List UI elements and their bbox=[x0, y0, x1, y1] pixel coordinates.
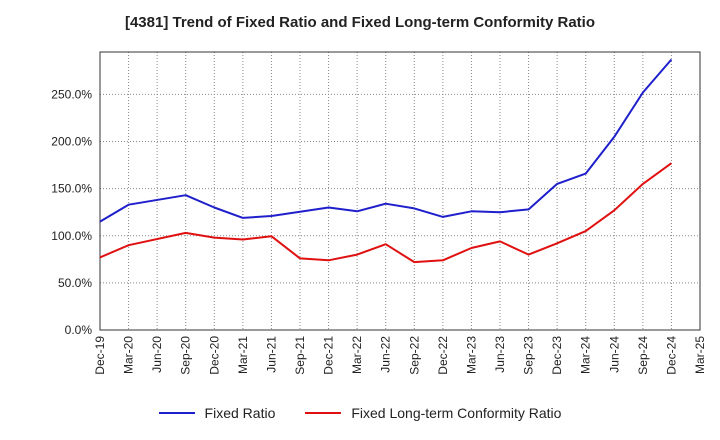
x-tick-label: Mar-22 bbox=[350, 336, 364, 374]
x-tick-label: Mar-23 bbox=[464, 336, 478, 374]
x-tick-label: Sep-21 bbox=[293, 336, 307, 375]
legend-label: Fixed Long-term Conformity Ratio bbox=[351, 405, 562, 421]
legend-swatch-red bbox=[305, 412, 342, 414]
legend: Fixed Ratio Fixed Long-term Conformity R… bbox=[0, 405, 720, 421]
series-line-fixed-ratio bbox=[99, 58, 673, 223]
x-tick-label: Mar-21 bbox=[236, 336, 250, 374]
x-tick-label: Mar-24 bbox=[579, 336, 593, 374]
y-tick-label: 100.0% bbox=[51, 229, 92, 243]
y-tick-label: 50.0% bbox=[58, 276, 92, 290]
x-tick-label: Dec-20 bbox=[207, 336, 221, 375]
legend-swatch-blue bbox=[158, 412, 195, 414]
x-tick-label: Sep-24 bbox=[636, 336, 650, 375]
y-tick-label: 150.0% bbox=[51, 182, 92, 196]
x-tick-label: Dec-21 bbox=[322, 336, 336, 375]
x-tick-label: Dec-23 bbox=[550, 336, 564, 375]
x-tick-label: Dec-19 bbox=[93, 336, 107, 375]
x-tick-label: Dec-24 bbox=[664, 336, 678, 375]
legend-item-conformity-ratio: Fixed Long-term Conformity Ratio bbox=[305, 405, 561, 421]
y-tick-label: 250.0% bbox=[51, 87, 92, 101]
legend-label: Fixed Ratio bbox=[204, 405, 276, 421]
x-tick-label: Jun-21 bbox=[264, 336, 278, 373]
x-tick-label: Jun-23 bbox=[493, 336, 507, 373]
legend-item-fixed-ratio: Fixed Ratio bbox=[158, 405, 276, 421]
x-tick-label: Jun-24 bbox=[607, 336, 621, 373]
x-tick-label: Sep-22 bbox=[407, 336, 421, 375]
chart-title: [4381] Trend of Fixed Ratio and Fixed Lo… bbox=[124, 14, 596, 31]
x-tick-label: Jun-22 bbox=[379, 336, 393, 373]
x-tick-label: Mar-25 bbox=[693, 336, 707, 374]
x-tick-label: Sep-20 bbox=[179, 336, 193, 375]
x-tick-label: Mar-20 bbox=[122, 336, 136, 374]
series-line-conformity-ratio bbox=[99, 162, 672, 264]
x-tick-label: Sep-23 bbox=[522, 336, 536, 375]
y-tick-label: 0.0% bbox=[65, 323, 93, 337]
y-tick-label: 200.0% bbox=[51, 135, 92, 149]
x-tick-label: Jun-20 bbox=[150, 336, 164, 373]
x-tick-label: Dec-22 bbox=[436, 336, 450, 375]
plot-frame bbox=[99, 51, 701, 331]
